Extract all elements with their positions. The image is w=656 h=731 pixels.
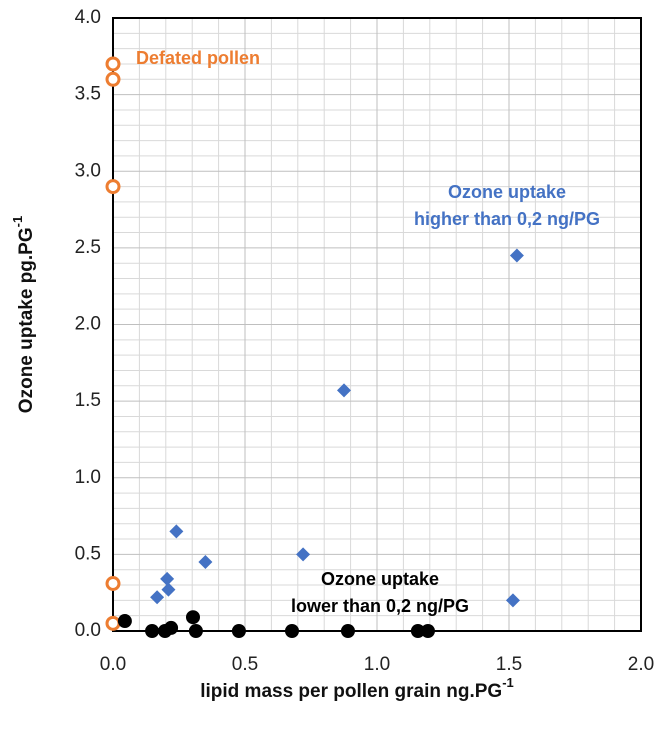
y-axis-label-text: Ozone uptake pg.PG: [16, 227, 37, 413]
point: [150, 590, 165, 605]
y-axis-label: Ozone uptake pg.PG-1: [10, 216, 37, 413]
point: [231, 624, 246, 638]
point: [160, 571, 175, 586]
point: [169, 524, 184, 539]
point: [505, 593, 520, 608]
point: [509, 248, 524, 263]
point: [105, 71, 121, 87]
point: [337, 383, 351, 398]
x-axis-label: lipid mass per pollen grain ng.PG-1: [200, 675, 514, 702]
annotation: Ozone uptake: [448, 182, 566, 202]
y-tick-label: 2.5: [75, 237, 101, 258]
point: [161, 582, 176, 597]
y-tick-label: 0.5: [75, 543, 101, 564]
annotation: Defated pollen: [136, 48, 260, 68]
point: [105, 179, 121, 195]
point: [105, 615, 121, 631]
y-tick-label: 4.0: [75, 7, 101, 28]
y-tick-label: 0.0: [75, 620, 101, 641]
plot-frame: [112, 17, 642, 632]
point: [340, 624, 355, 638]
point: [296, 547, 311, 562]
y-axis-label-sup: -1: [10, 216, 25, 228]
point: [410, 624, 425, 638]
annotation: Ozone uptake: [321, 569, 439, 589]
y-tick-label: 3.0: [75, 160, 101, 181]
x-tick-label: 1.5: [496, 654, 522, 675]
x-tick-label: 1.0: [364, 654, 390, 675]
y-tick-label: 1.0: [75, 467, 101, 488]
y-tick-label: 3.5: [75, 84, 101, 105]
point: [105, 56, 121, 72]
point: [117, 614, 132, 629]
x-tick-label: 0.5: [232, 654, 258, 675]
point: [188, 624, 203, 638]
annotation: lower than 0,2 ng/PG: [291, 596, 469, 616]
point: [105, 575, 121, 591]
y-tick-label: 2.0: [75, 314, 101, 335]
x-tick-label: 2.0: [628, 654, 654, 675]
point: [185, 610, 200, 625]
x-tick-label: 0.0: [100, 654, 126, 675]
annotation: higher than 0,2 ng/PG: [414, 209, 600, 229]
point: [284, 624, 299, 638]
x-axis-label-text: lipid mass per pollen grain ng.PG: [200, 681, 502, 702]
x-axis-label-sup: -1: [502, 675, 514, 690]
point: [420, 624, 435, 638]
point: [145, 624, 160, 638]
point: [164, 620, 179, 635]
point: [198, 555, 213, 570]
y-tick-label: 1.5: [75, 390, 101, 411]
